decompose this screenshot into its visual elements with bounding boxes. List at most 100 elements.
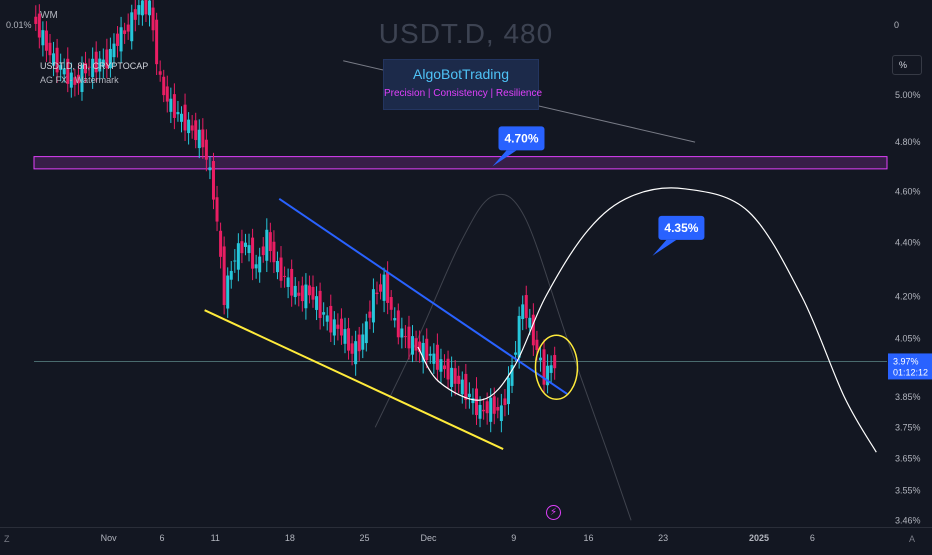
candle-body [375,292,379,295]
candle-body [275,260,279,273]
candle-body [219,230,223,257]
symbol-legend[interactable]: USDT.D, 8h, CRYPTOCAP [40,61,149,71]
highlight-circle[interactable] [534,334,579,401]
candle-body [350,343,354,354]
percent-scale-button[interactable]: % [892,55,922,75]
timezone-letter[interactable]: Z [4,534,10,544]
candle-body [101,59,105,67]
candle-body [55,47,59,73]
candle-body [44,30,48,51]
candle-body [379,284,383,292]
brand-subtitle: Precision | Consistency | Resilience [384,88,543,99]
candle-body [169,98,173,112]
projection-curve[interactable] [417,187,877,453]
brand-watermark-box: AlgoBotTrading Precision | Consistency |… [383,59,543,110]
x-tick-label: 18 [285,533,295,543]
candle-body [371,289,375,323]
candle-body [62,68,66,75]
candle-body [34,16,38,24]
candle-body [354,341,358,365]
candle-body [432,353,436,364]
candle-body [208,167,212,171]
candle-body [236,243,240,270]
auto-scale-letter[interactable]: A [909,534,916,544]
ghost-arc[interactable] [374,193,632,521]
candle-body [52,53,56,66]
candle-body [496,407,500,411]
candle-body [382,274,386,301]
x-tick-label: 6 [810,533,815,543]
candle-body [240,241,244,254]
y-tick-label: 3.65% [895,454,921,464]
candle-body [251,237,255,269]
descending-trendline[interactable] [278,197,568,395]
top-left-value: 0.01% [6,20,32,30]
y-tick-label: 3.75% [895,422,921,432]
callout-box[interactable] [658,215,705,240]
candle-body [521,304,525,320]
candle-body [467,393,471,398]
callout-label: 4.35% [664,221,698,235]
x-tick-label: 23 [658,533,668,543]
candle-body [130,12,134,42]
candle-body [148,0,152,16]
candle-body [243,242,247,247]
last-price-box[interactable] [888,353,932,380]
candle-body [421,342,425,363]
y-tick-label: 4.40% [895,238,921,248]
candle-body [179,113,183,122]
candle-body [322,312,326,315]
candle-body [368,311,372,318]
candle-body [229,270,233,280]
candle-body [425,338,429,361]
candle-body [307,285,311,296]
candle-body [123,30,127,34]
candle-body [183,104,187,131]
brand-title: AlgoBotTrading [413,66,509,82]
candle-body [84,63,88,74]
candle-body [94,51,98,73]
candle-body [457,375,461,384]
candle-body [428,353,432,356]
candle-body [535,339,539,350]
candle-body [386,271,390,303]
candle-body [315,296,319,310]
support-line[interactable] [204,309,504,450]
candle-body [435,344,439,370]
candle-body [293,285,297,298]
candle-body [300,285,304,302]
x-tick-label: 9 [511,533,516,543]
last-price-label: 3.97% [893,356,919,366]
candle-body [347,328,351,351]
candle-body [528,317,532,328]
x-tick-label: Nov [101,533,118,543]
candle-body [247,245,251,254]
candle-body [137,5,141,15]
y-tick-label: 5.00% [895,90,921,100]
candle-body [553,355,557,369]
candle-body [443,365,447,370]
candle-body [105,49,109,69]
candle-body [485,401,489,414]
candle-body [140,0,144,16]
candle-body [474,388,478,416]
candle-body [400,328,404,338]
y-tick-label: 3.46% [895,515,921,525]
candle-body [151,7,155,31]
candle-body [76,74,80,84]
candle-body [411,336,415,355]
resistance-band[interactable] [33,156,888,170]
candle-body [414,338,418,351]
candle-body [162,76,166,96]
candle-body [478,404,482,419]
candle-body [119,27,123,52]
y-tick-label: 4.80% [895,137,921,147]
y-tick-label: 3.85% [895,392,921,402]
x-tick-label: 2025 [749,533,769,543]
candle-body [290,268,294,296]
indicator-legend[interactable]: AG FX - Watermark [40,75,119,85]
lightning-icon[interactable]: ⚡ [546,505,561,520]
callout-box[interactable] [498,126,545,151]
